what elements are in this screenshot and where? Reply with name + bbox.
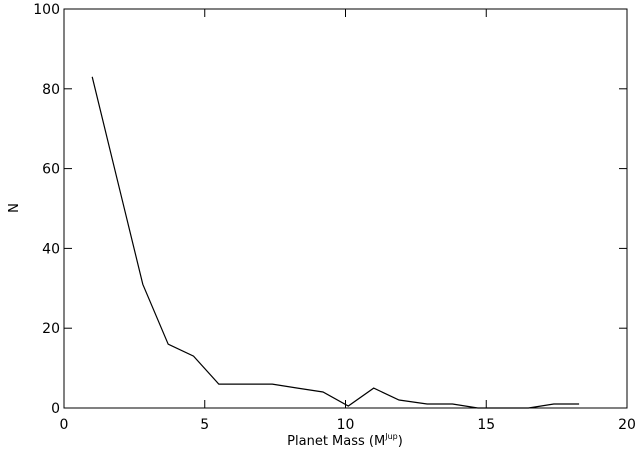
x-axis-label: Planet Mass (MJup) [287, 432, 403, 449]
y-tick-label: 20 [42, 321, 60, 337]
y-tick-label: 100 [33, 2, 60, 18]
x-tick-label: 5 [200, 417, 209, 433]
x-axis-label-close: ) [398, 434, 403, 449]
x-axis-ticks: 0 5 10 15 20 [60, 9, 636, 433]
x-tick-label: 15 [477, 417, 495, 433]
plot-area [63, 8, 628, 409]
y-tick-label: 60 [42, 162, 60, 178]
x-tick-label: 20 [618, 417, 636, 433]
series-line [91, 76, 580, 409]
x-tick-label: 10 [337, 417, 355, 433]
y-axis-label: N [7, 203, 22, 213]
x-tick-label: 0 [60, 417, 69, 433]
y-tick-label: 80 [42, 82, 60, 98]
x-axis-label-superscript: Jup [384, 432, 398, 441]
x-axis-label-main: Planet Mass (M [287, 434, 385, 449]
series-layer [91, 76, 580, 409]
y-tick-label: 40 [42, 241, 60, 257]
y-axis-ticks: 0 20 40 60 80 100 [33, 2, 627, 417]
y-tick-label: 0 [51, 401, 60, 417]
